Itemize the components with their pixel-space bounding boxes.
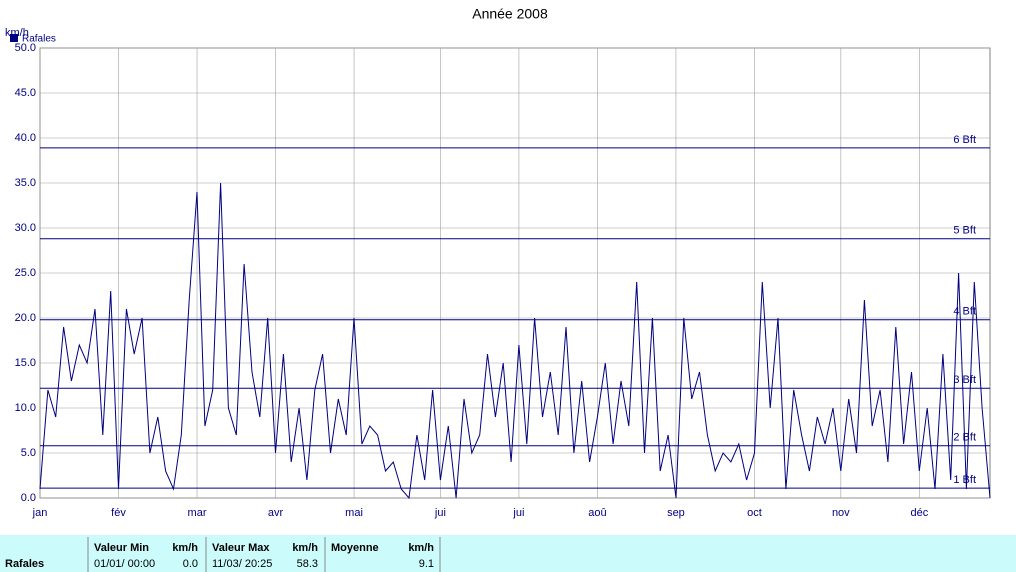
cell: 01/01/ 00:00 — [94, 558, 155, 570]
series-line — [39, 182, 991, 500]
x-tick-label: jan — [32, 507, 48, 519]
x-tick-label: oct — [747, 507, 762, 519]
x-tick-label: fév — [111, 507, 126, 519]
reference-label: 1 Bft — [953, 474, 976, 486]
y-tick-label: 20.0 — [15, 312, 36, 324]
x-tick-label: mai — [345, 507, 363, 519]
x-tick-label: jui — [512, 507, 524, 519]
x-tick-label: mar — [188, 507, 207, 519]
legend-label: Rafales — [22, 34, 56, 45]
reference-label: 3 Bft — [953, 374, 976, 386]
header-cell: Moyenne — [331, 542, 379, 554]
x-tick-label: avr — [268, 507, 284, 519]
x-tick-label: aoû — [588, 507, 606, 519]
x-tick-label: nov — [832, 507, 850, 519]
reference-label: 4 Bft — [953, 306, 976, 318]
y-tick-label: 5.0 — [21, 447, 36, 459]
reference-label: 5 Bft — [953, 225, 976, 237]
cell: 0.0 — [183, 558, 198, 570]
cell: 9.1 — [419, 558, 434, 570]
y-tick-label: 50.0 — [15, 42, 36, 54]
header-cell: Valeur Min — [94, 542, 149, 554]
y-tick-label: 35.0 — [15, 177, 36, 189]
row-label: Rafales — [5, 558, 44, 570]
cell: 58.3 — [297, 558, 318, 570]
header-cell: km/h — [172, 542, 198, 554]
x-tick-label: sep — [667, 507, 685, 519]
header-cell: km/h — [408, 542, 434, 554]
chart-title: Année 2008 — [472, 6, 548, 22]
legend-swatch — [10, 34, 18, 42]
y-tick-label: 15.0 — [15, 357, 36, 369]
header-cell: Valeur Max — [212, 542, 270, 554]
reference-label: 6 Bft — [953, 134, 976, 146]
header-cell: km/h — [292, 542, 318, 554]
y-tick-label: 0.0 — [21, 492, 36, 504]
y-tick-label: 30.0 — [15, 222, 36, 234]
stats-table: Valeur Min km/h Valeur Max km/h Moyenne … — [5, 537, 441, 572]
y-tick-label: 10.0 — [15, 402, 36, 414]
cell: 11/03/ 20:25 — [212, 558, 272, 570]
y-tick-label: 25.0 — [15, 267, 36, 279]
table-bg — [0, 535, 1016, 572]
x-tick-label: jui — [434, 507, 446, 519]
y-tick-label: 40.0 — [15, 132, 36, 144]
y-tick-label: 45.0 — [15, 87, 36, 99]
x-tick-label: déc — [910, 507, 928, 519]
